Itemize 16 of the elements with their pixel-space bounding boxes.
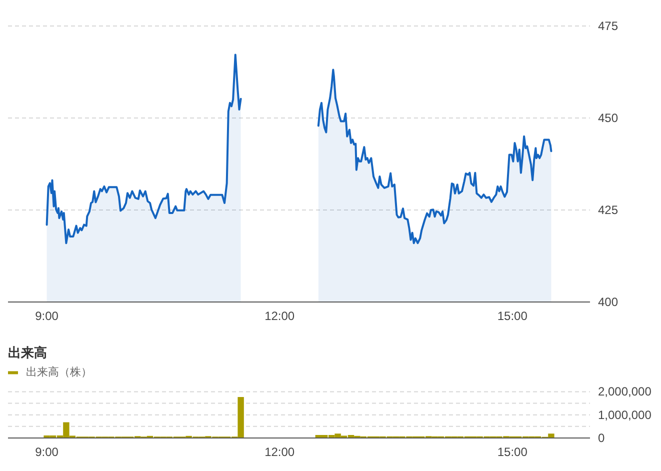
x-tick-label: 15:00 [497,309,528,323]
y-tick-label: 400 [598,295,618,309]
x-tick-label: 15:00 [497,445,528,459]
chart-title: 出来高 [8,345,47,360]
legend: 出来高（株） [8,366,92,379]
y-tick-label: 425 [598,203,618,217]
x-tick-label: 12:00 [264,309,295,323]
x-tick-label: 12:00 [264,445,295,459]
y-tick-label: 2,000,000 [598,384,652,399]
y-tick-label: 450 [598,111,618,125]
y-tick-label: 0 [598,431,605,445]
y-tick-label: 475 [598,19,618,33]
y-tick-label: 1,000,000 [598,408,652,422]
legend-label: 出来高（株） [26,366,92,379]
x-tick-label: 9:00 [35,445,59,459]
x-tick-label: 9:00 [35,309,59,323]
